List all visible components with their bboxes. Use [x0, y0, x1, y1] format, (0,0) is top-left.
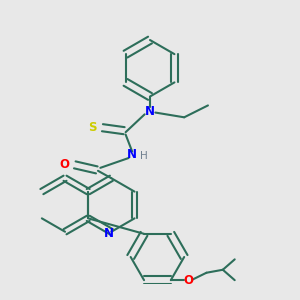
Text: N: N	[103, 227, 113, 240]
Text: H: H	[140, 151, 147, 161]
Text: N: N	[127, 148, 137, 161]
Text: N: N	[145, 105, 155, 118]
Text: O: O	[60, 158, 70, 171]
Text: O: O	[184, 274, 194, 287]
Text: S: S	[88, 121, 97, 134]
